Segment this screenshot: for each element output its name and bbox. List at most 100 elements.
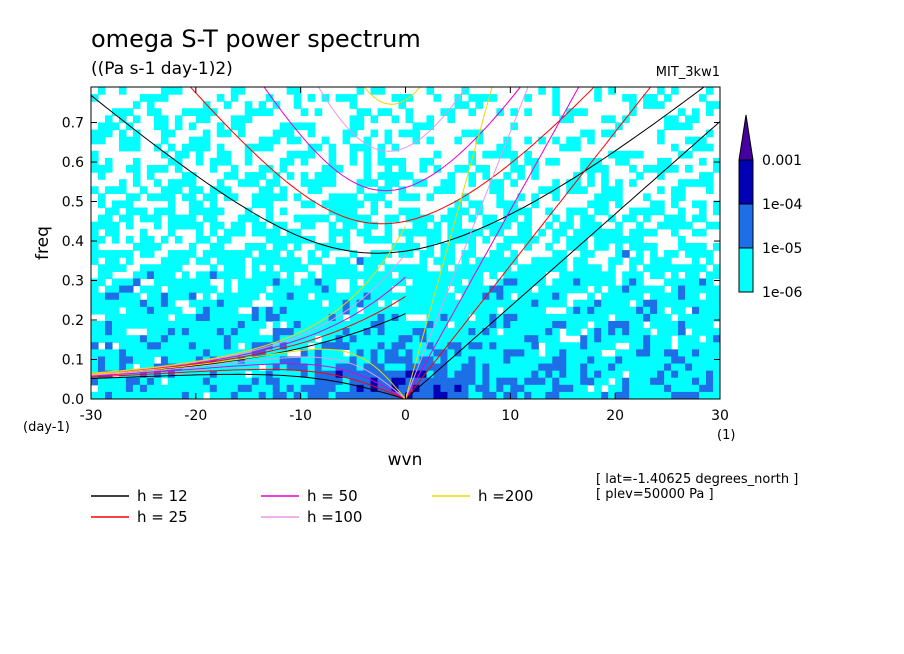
contour-cell <box>699 157 707 166</box>
contour-cell <box>538 257 546 265</box>
contour-cell <box>433 384 442 393</box>
contour-cell <box>384 157 393 166</box>
contour-cell <box>608 228 616 237</box>
contour-cell <box>398 292 407 301</box>
contour-cell <box>419 306 428 315</box>
contour-cell <box>573 257 581 265</box>
contour-cell <box>517 391 525 399</box>
contour-cell <box>608 384 616 393</box>
contour-cell <box>363 328 372 336</box>
contour-cell <box>328 172 337 180</box>
contour-cell <box>377 143 386 152</box>
x-unit-label: (1) <box>717 428 735 443</box>
contour-cell <box>454 384 463 393</box>
contour-cell <box>97 391 106 399</box>
contour-cell <box>279 186 288 194</box>
contour-cell <box>608 115 616 124</box>
dispersion-curves <box>91 87 720 399</box>
contour-cell <box>398 377 407 386</box>
contour-cell <box>293 94 302 102</box>
contour-cell <box>419 264 428 272</box>
contour-cell <box>440 313 449 322</box>
colorbar-segment <box>738 159 754 205</box>
contour-cell <box>195 328 204 336</box>
contour-cell <box>349 101 358 109</box>
contour-cell <box>286 250 295 258</box>
contour-cell <box>650 356 658 365</box>
contour-cell <box>699 391 707 399</box>
contour-cell <box>384 214 393 223</box>
contour-cell <box>91 342 99 350</box>
contour-cell <box>349 356 358 365</box>
contour-cell <box>111 221 120 230</box>
contour-cell <box>223 186 232 194</box>
contour-cell <box>384 299 393 308</box>
contour-cell <box>447 207 456 216</box>
contour-cell <box>370 335 379 343</box>
contour-cell <box>202 193 211 202</box>
contour-cell <box>538 228 546 237</box>
contour-cell <box>244 108 253 116</box>
contour-cell <box>419 122 428 131</box>
contour-cell <box>139 285 148 294</box>
contour-cell <box>594 278 602 287</box>
contour-cell <box>433 377 442 386</box>
contour-cell <box>314 306 323 315</box>
contour-cell <box>524 313 532 322</box>
contour-cell <box>223 278 232 287</box>
contour-cell <box>503 321 511 329</box>
contour-cell <box>412 306 421 315</box>
contour-cell <box>391 243 400 251</box>
contour-cell <box>615 370 623 379</box>
contour-cell <box>496 321 504 329</box>
contour-cell <box>643 342 651 350</box>
contour-cell <box>496 384 504 393</box>
contour-cell <box>174 384 183 393</box>
contour-cell <box>678 214 686 223</box>
contour-cell <box>223 228 232 237</box>
contour-cell <box>223 356 232 365</box>
contour-cell <box>139 342 148 350</box>
contour-cell <box>461 292 469 301</box>
contour-cell <box>104 221 113 230</box>
contour-cell <box>342 193 351 202</box>
contour-cell <box>384 285 393 294</box>
contour-cell <box>405 243 414 251</box>
contour-cell <box>139 271 148 280</box>
contour-cell <box>349 250 358 258</box>
contour-cell <box>181 328 190 336</box>
contour-cell <box>279 243 288 251</box>
contour-cell <box>335 165 344 173</box>
contour-cell <box>181 292 190 301</box>
contour-cell <box>636 377 644 386</box>
contour-cell <box>160 313 169 322</box>
contour-cell <box>307 278 316 287</box>
contour-cell <box>685 179 693 187</box>
contour-cell <box>153 264 162 272</box>
contour-cell <box>377 172 386 180</box>
contour-cell <box>251 285 260 294</box>
contour-cell <box>517 165 525 173</box>
contour-cell <box>461 193 469 202</box>
contour-cell <box>230 328 239 336</box>
contour-cell <box>580 370 588 379</box>
contour-cell <box>538 87 546 95</box>
contour-cell <box>160 207 169 216</box>
contour-cell <box>489 285 497 294</box>
contour-cell <box>503 377 511 386</box>
contour-cell <box>552 328 560 336</box>
contour-cell <box>202 271 211 280</box>
contour-cell <box>132 292 141 301</box>
contour-cell <box>251 221 260 230</box>
contour-cell <box>657 299 665 308</box>
contour-cell <box>552 108 560 116</box>
contour-cell <box>314 285 323 294</box>
contour-cell <box>531 349 539 358</box>
contour-cell <box>601 228 609 237</box>
contour-cell <box>335 292 344 301</box>
contour-cell <box>685 370 693 379</box>
contour-cell <box>244 328 253 336</box>
contour-cell <box>503 391 511 399</box>
contour-cell <box>174 370 183 379</box>
contour-cell <box>377 328 386 336</box>
